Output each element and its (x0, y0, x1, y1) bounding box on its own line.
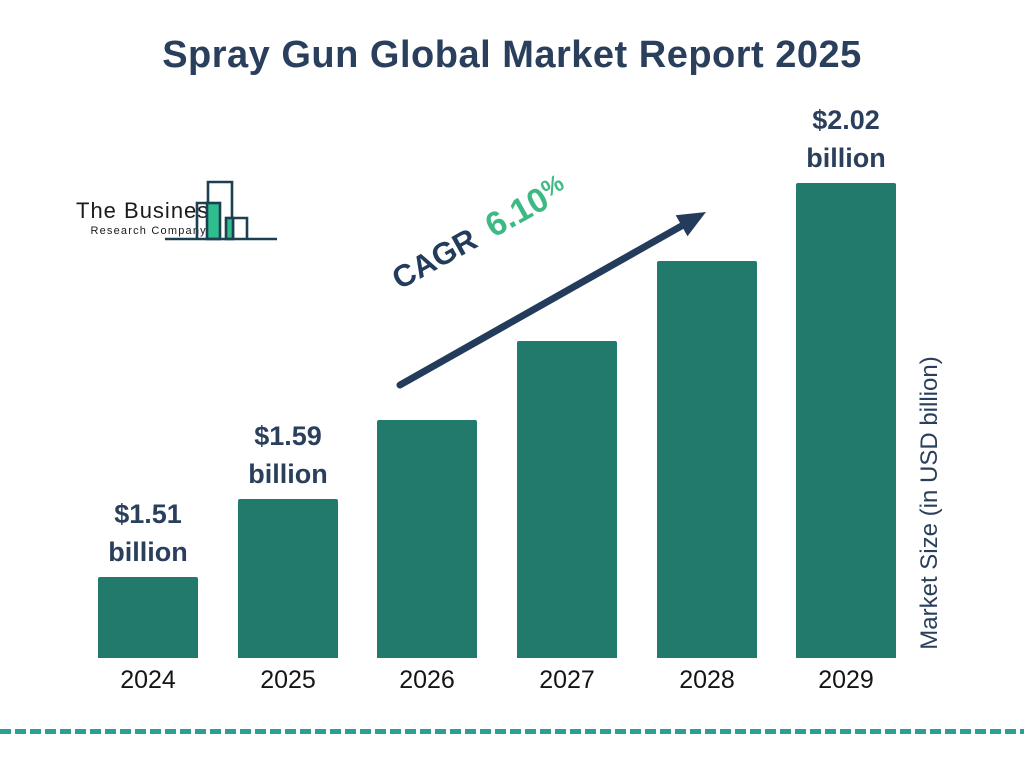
x-tick-label-2029: 2029 (818, 666, 874, 694)
bar-2028 (657, 261, 757, 658)
bar-value-label-2024: $1.51 billion (68, 495, 228, 571)
bar-value-label-2029: $2.02 billion (766, 101, 926, 177)
x-tick-label-2028: 2028 (679, 666, 735, 694)
bar-value-label-2025: $1.59 billion (208, 417, 368, 493)
x-tick-label-2025: 2025 (260, 666, 316, 694)
bottom-dashed-divider (0, 729, 1024, 734)
logo-bars-icon (165, 180, 277, 241)
bar-value-label-line: billion (108, 537, 188, 567)
bar-2024 (98, 577, 198, 658)
logo-text-secondary: Research Company (90, 225, 207, 237)
bar-2026 (377, 420, 477, 658)
logo-step-outline (195, 201, 207, 239)
bar-value-label-line: $1.51 (114, 499, 182, 529)
page-title: Spray Gun Global Market Report 2025 (162, 34, 862, 76)
growth-arrow-shaft (396, 220, 689, 389)
bar-value-label-line: billion (248, 459, 328, 489)
bar-value-label-line: $1.59 (254, 421, 322, 451)
bar-2029 (796, 183, 896, 658)
growth-arrow-head (675, 212, 706, 237)
bar-value-label-line: $2.02 (812, 105, 880, 135)
x-tick-label-2024: 2024 (120, 666, 176, 694)
bar-2027 (517, 341, 617, 658)
y-axis-label: Market Size (in USD billion) (916, 356, 943, 650)
x-tick-label-2027: 2027 (539, 666, 595, 694)
bar-2025 (238, 499, 338, 658)
x-tick-label-2026: 2026 (399, 666, 455, 694)
bar-value-label-line: billion (806, 143, 886, 173)
